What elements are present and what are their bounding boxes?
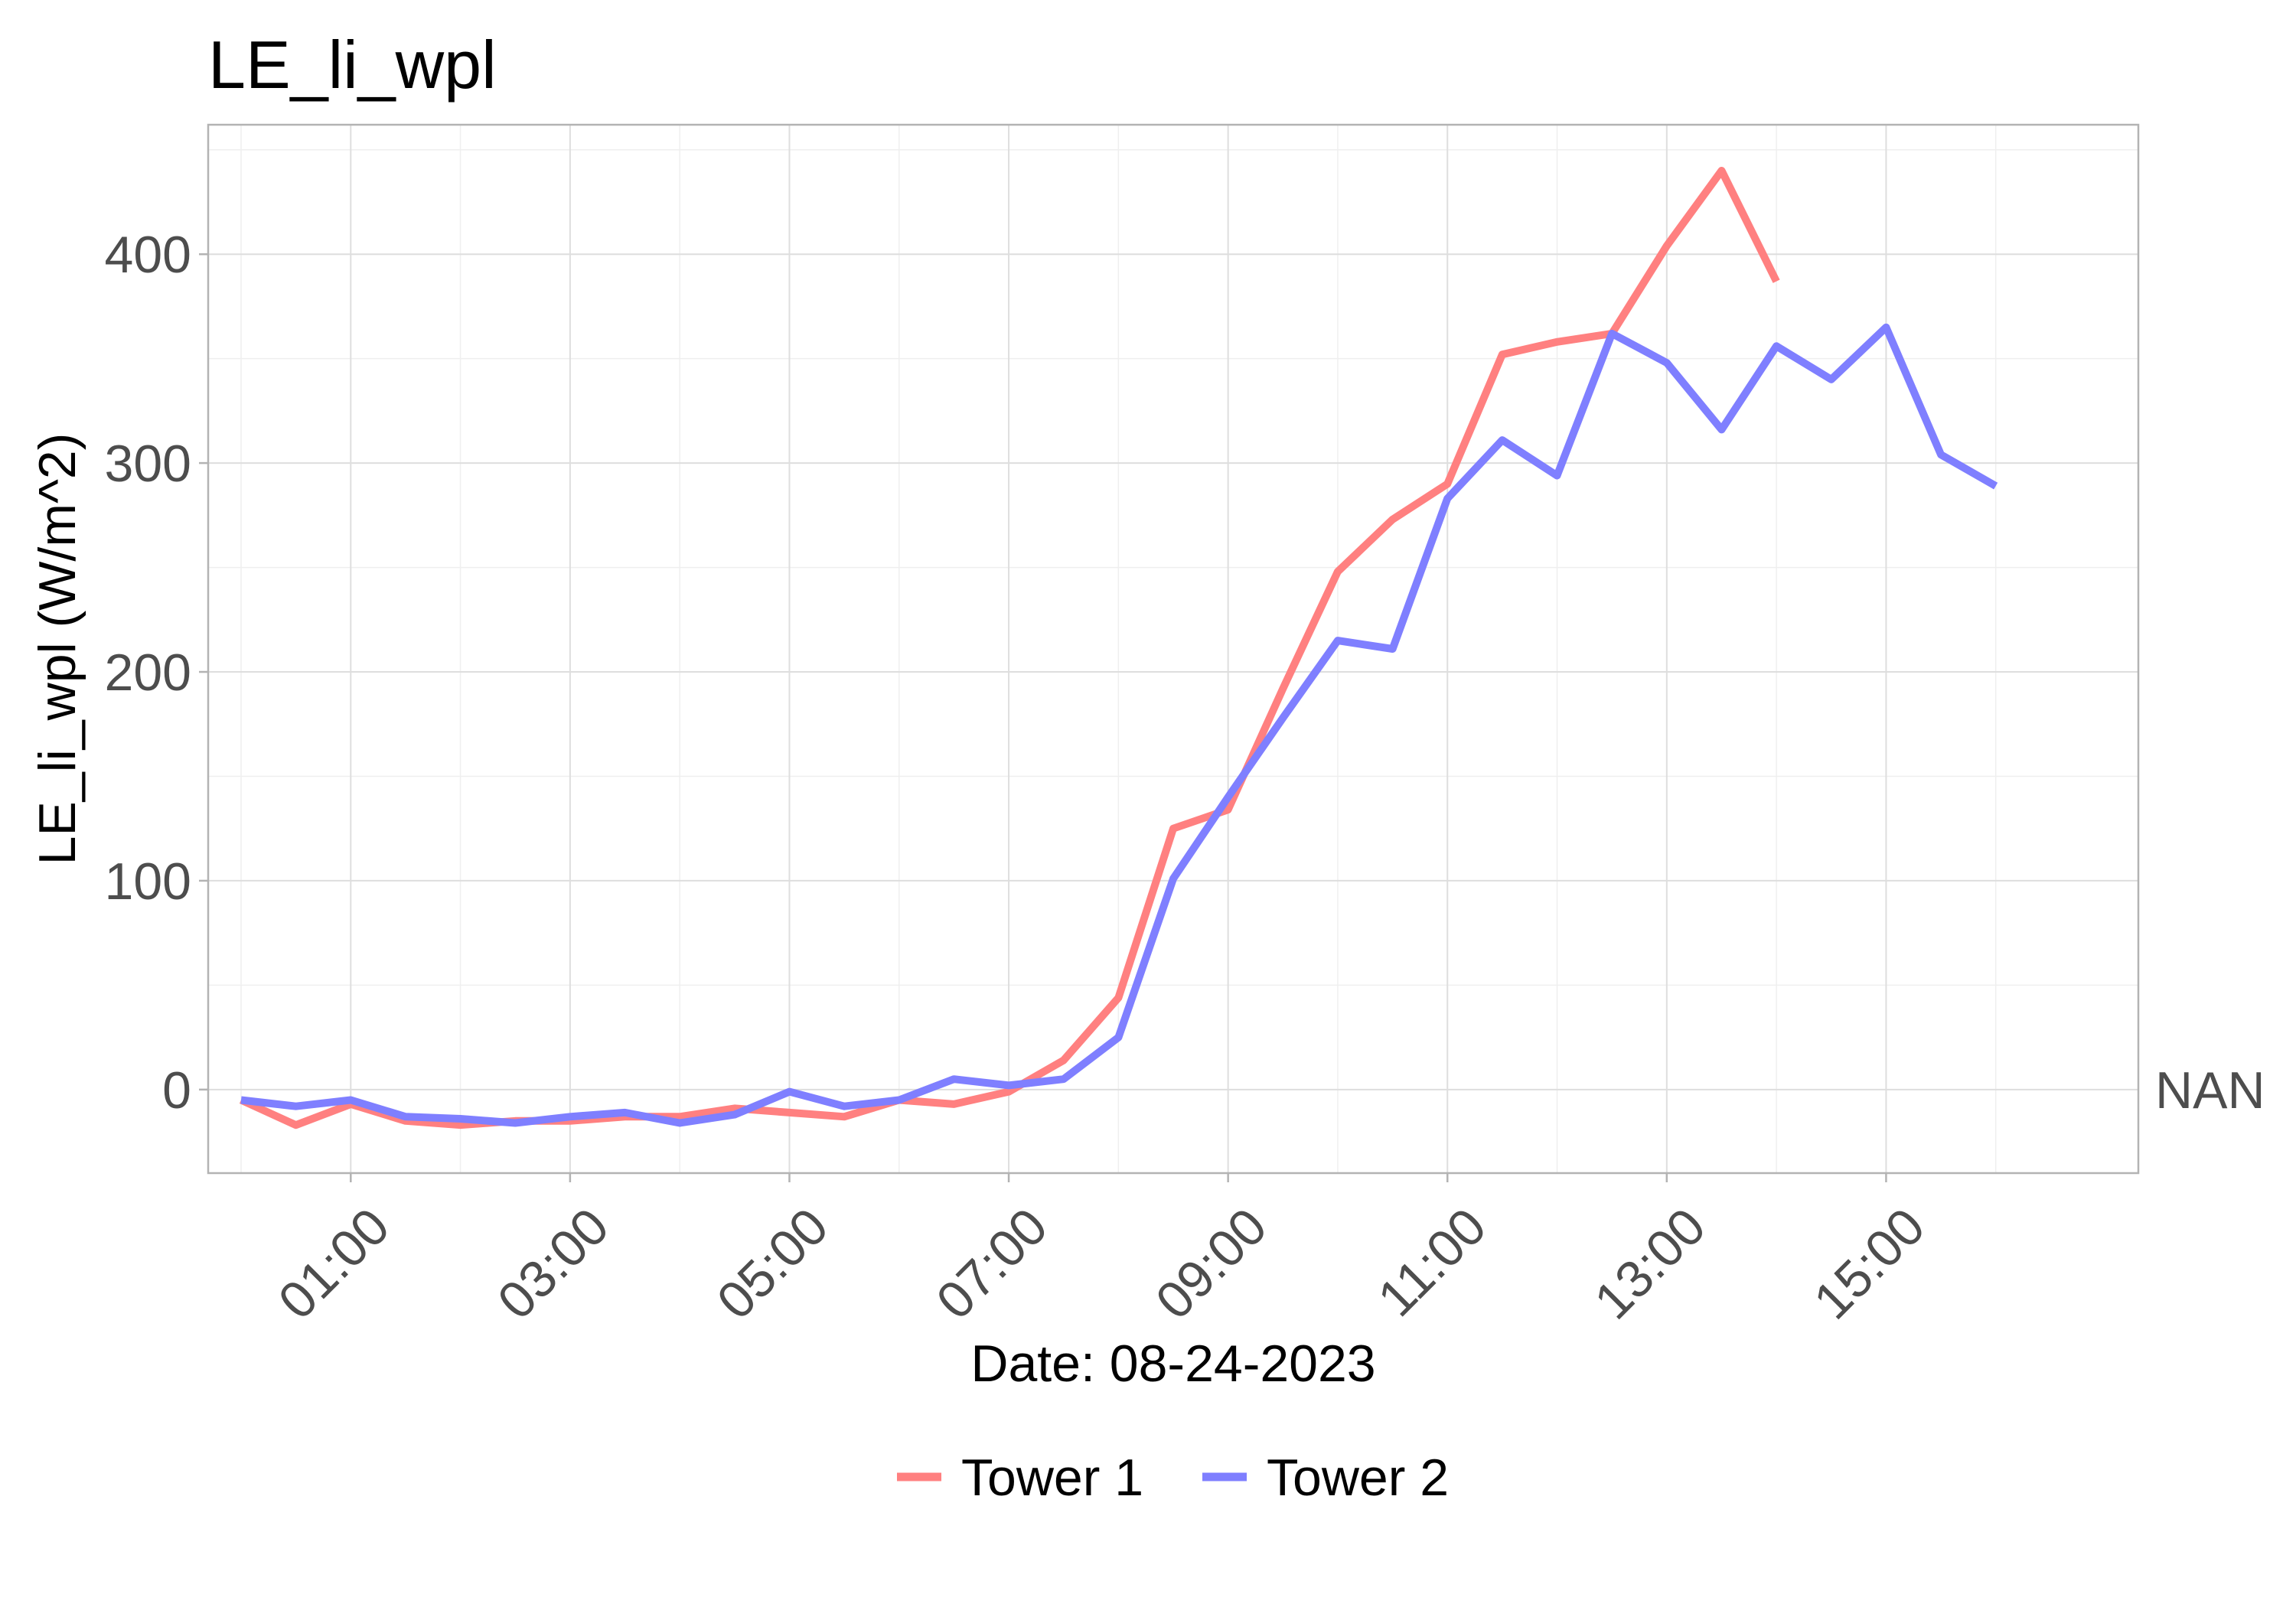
x-tick-label: 07:00 (925, 1197, 1058, 1330)
x-tick-label: 03:00 (487, 1197, 620, 1330)
x-axis-title: Date: 08-24-2023 (970, 1335, 1375, 1393)
plot-panel (207, 123, 2140, 1175)
y-tick-label: 400 (105, 226, 191, 284)
x-tick-label: 13:00 (1583, 1197, 1717, 1330)
grid-layer (208, 125, 2138, 1173)
x-tick-label: 05:00 (706, 1197, 840, 1330)
x-tick-label: 09:00 (1145, 1197, 1278, 1330)
y-axis-title: LE_li_wpl (W/m^2) (28, 433, 86, 865)
y-tick-label: 100 (105, 852, 191, 911)
chart-title: LE_li_wpl (208, 27, 497, 103)
y-tick-label: 300 (105, 435, 191, 493)
secondary-axis-label: NAN (2155, 1061, 2265, 1120)
y-tick-label: 0 (162, 1061, 191, 1120)
x-tick-label: 15:00 (1802, 1197, 1936, 1330)
x-tick-label: 11:00 (1367, 1197, 1498, 1328)
series-line-tower-2 (240, 323, 1998, 1127)
legend: Tower 1 Tower 2 (897, 1449, 1449, 1507)
series-layer (239, 167, 1998, 1129)
legend-label-tower-2: Tower 2 (1267, 1449, 1449, 1507)
tick-labels: 0 100 200 300 400 01:00 03:00 05:00 07:00 09:00 11… (105, 226, 1936, 1330)
y-tick-label: 200 (105, 644, 191, 702)
legend-label-tower-1: Tower 1 (961, 1449, 1143, 1507)
axis-ticks (199, 253, 1887, 1182)
x-tick-label: 01:00 (267, 1197, 400, 1330)
